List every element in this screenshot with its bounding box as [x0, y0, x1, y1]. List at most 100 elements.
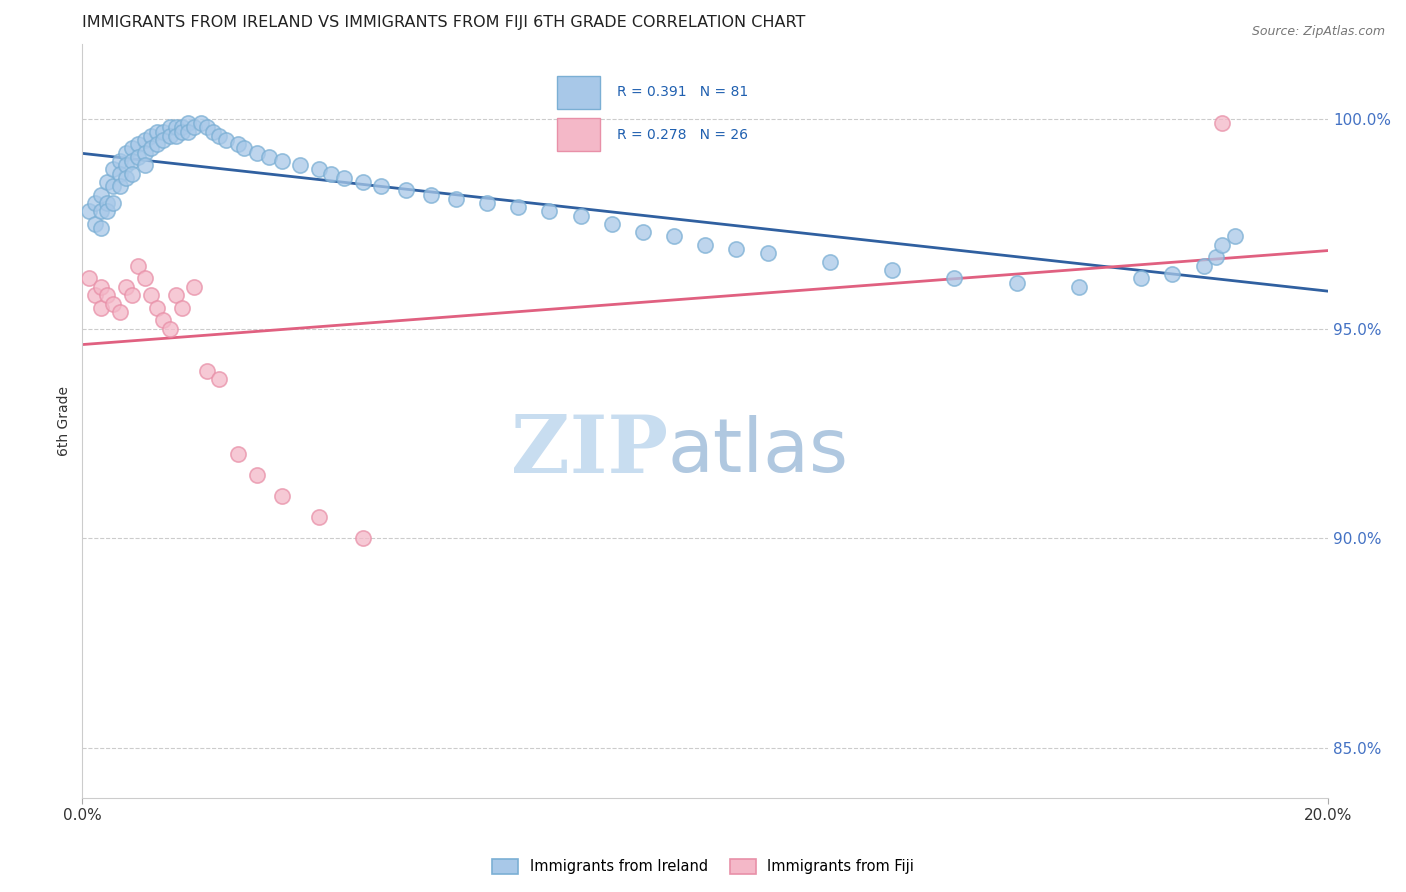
Point — [165, 128, 187, 143]
Point — [538, 204, 561, 219]
Point — [108, 154, 131, 169]
Point — [139, 128, 162, 143]
Point — [96, 204, 118, 219]
Point — [115, 279, 138, 293]
Point — [146, 125, 169, 139]
Point — [134, 133, 156, 147]
Point — [159, 128, 181, 143]
Point — [134, 158, 156, 172]
Point — [127, 137, 149, 152]
Point — [139, 141, 162, 155]
Point — [152, 125, 174, 139]
Point — [159, 321, 181, 335]
Point — [352, 531, 374, 545]
Point — [115, 158, 138, 172]
Point — [246, 145, 269, 160]
Text: ZIP: ZIP — [510, 412, 668, 490]
Point — [943, 271, 966, 285]
Point — [1067, 279, 1090, 293]
Point — [90, 301, 112, 315]
Point — [83, 195, 105, 210]
Point — [103, 195, 125, 210]
Point — [756, 246, 779, 260]
Point — [662, 229, 685, 244]
Point — [139, 288, 162, 302]
Point — [208, 372, 231, 386]
Y-axis label: 6th Grade: 6th Grade — [58, 386, 72, 456]
Point — [270, 489, 292, 503]
Point — [333, 170, 356, 185]
Point — [695, 237, 717, 252]
Point — [108, 305, 131, 319]
Point — [121, 167, 143, 181]
Point — [115, 170, 138, 185]
Point — [880, 263, 903, 277]
Point — [146, 137, 169, 152]
Point — [103, 296, 125, 310]
Point — [90, 204, 112, 219]
Text: atlas: atlas — [668, 415, 849, 488]
Point — [77, 204, 100, 219]
Point — [134, 145, 156, 160]
Point — [395, 183, 418, 197]
Point — [134, 271, 156, 285]
Point — [121, 288, 143, 302]
Point — [370, 179, 392, 194]
Point — [90, 221, 112, 235]
Point — [183, 120, 205, 135]
Point — [195, 120, 218, 135]
Point — [308, 162, 330, 177]
Point — [508, 200, 530, 214]
Point — [127, 150, 149, 164]
Point — [1130, 271, 1153, 285]
Point — [121, 141, 143, 155]
Point — [127, 259, 149, 273]
Point — [290, 158, 312, 172]
Legend: Immigrants from Ireland, Immigrants from Fiji: Immigrants from Ireland, Immigrants from… — [486, 853, 920, 880]
Point — [190, 116, 212, 130]
Point — [257, 150, 280, 164]
Point — [308, 510, 330, 524]
Point — [1205, 251, 1227, 265]
Point — [90, 279, 112, 293]
Point — [96, 288, 118, 302]
Point — [165, 288, 187, 302]
Point — [183, 279, 205, 293]
Point — [321, 167, 343, 181]
Point — [725, 242, 748, 256]
Point — [226, 447, 249, 461]
Point — [226, 137, 249, 152]
Point — [202, 125, 225, 139]
Point — [420, 187, 443, 202]
Point — [208, 128, 231, 143]
Point — [103, 179, 125, 194]
Point — [152, 133, 174, 147]
Point — [152, 313, 174, 327]
Point — [177, 125, 200, 139]
Point — [569, 209, 592, 223]
Point — [818, 254, 841, 268]
Point — [631, 225, 654, 239]
Point — [195, 363, 218, 377]
Point — [246, 468, 269, 483]
Point — [270, 154, 292, 169]
Point — [352, 175, 374, 189]
Point — [121, 154, 143, 169]
Point — [146, 301, 169, 315]
Point — [115, 145, 138, 160]
Point — [170, 301, 193, 315]
Point — [108, 179, 131, 194]
Point — [477, 195, 499, 210]
Point — [165, 120, 187, 135]
Point — [1211, 237, 1233, 252]
Point — [159, 120, 181, 135]
Point — [1223, 229, 1246, 244]
Point — [90, 187, 112, 202]
Point — [1005, 276, 1028, 290]
Text: Source: ZipAtlas.com: Source: ZipAtlas.com — [1251, 25, 1385, 38]
Point — [170, 125, 193, 139]
Text: IMMIGRANTS FROM IRELAND VS IMMIGRANTS FROM FIJI 6TH GRADE CORRELATION CHART: IMMIGRANTS FROM IRELAND VS IMMIGRANTS FR… — [83, 15, 806, 30]
Point — [83, 288, 105, 302]
Point — [1192, 259, 1215, 273]
Point — [103, 162, 125, 177]
